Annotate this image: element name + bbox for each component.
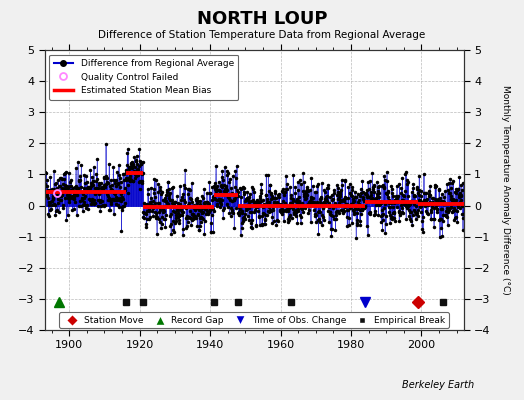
Text: NORTH LOUP: NORTH LOUP (196, 10, 328, 28)
Y-axis label: Monthly Temperature Anomaly Difference (°C): Monthly Temperature Anomaly Difference (… (501, 85, 510, 295)
Legend: Station Move, Record Gap, Time of Obs. Change, Empirical Break: Station Move, Record Gap, Time of Obs. C… (59, 312, 449, 328)
Text: Berkeley Earth: Berkeley Earth (402, 380, 474, 390)
Text: Difference of Station Temperature Data from Regional Average: Difference of Station Temperature Data f… (99, 30, 425, 40)
